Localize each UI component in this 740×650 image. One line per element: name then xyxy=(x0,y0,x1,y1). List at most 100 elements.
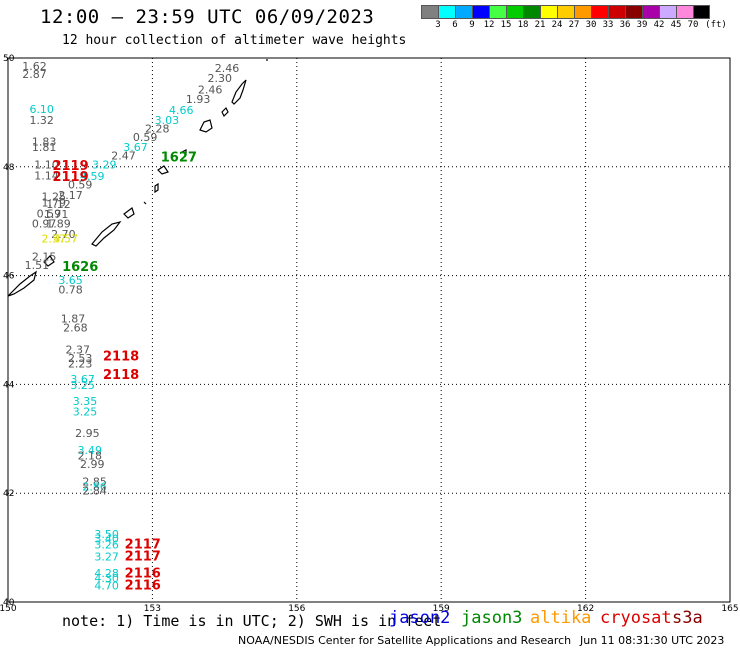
pass-time-label: 2117 xyxy=(125,538,161,553)
x-tick-label: 156 xyxy=(288,604,305,614)
legend-label: 18 xyxy=(517,20,529,30)
legend-label: 12 xyxy=(483,20,495,30)
legend-label: 15 xyxy=(500,20,512,30)
pass-time-label: 2117 xyxy=(125,550,161,565)
pass-time-label: 2118 xyxy=(103,368,139,383)
wave-height-value: 4.59 xyxy=(80,170,105,183)
wave-height-value: 2.46 xyxy=(198,83,223,96)
pass-time-label: 1626 xyxy=(62,260,98,275)
wave-height-value: 0.59 xyxy=(133,131,158,144)
legend-swatch xyxy=(540,5,557,19)
wave-height-value: 3.67 xyxy=(123,141,148,154)
island-small-1 xyxy=(154,182,159,194)
legend-swatch xyxy=(455,5,472,19)
satellite-cryosat-label: cryosat xyxy=(600,608,672,628)
wave-height-value: 3.25 xyxy=(70,379,95,392)
page-subtitle: 12 hour collection of altimeter wave hei… xyxy=(62,33,407,48)
legend-swatch xyxy=(625,5,642,19)
page-title: 12:00 — 23:59 UTC 06/09/2023 xyxy=(40,6,375,28)
map-frame xyxy=(7,57,731,603)
legend-label: 30 xyxy=(585,20,597,30)
island-shiashkotan xyxy=(199,119,213,133)
wave-height-value: 6.10 xyxy=(29,103,54,116)
wave-height-value: 2.23 xyxy=(68,358,93,371)
wave-height-value: 2.47 xyxy=(111,150,136,163)
wave-height-value: 2.18 xyxy=(78,449,103,462)
legend-swatch xyxy=(523,5,540,19)
wave-height-value: 3.65 xyxy=(58,274,83,287)
wave-height-value: 1.83 xyxy=(32,136,57,149)
wave-height-value: 0.59 xyxy=(68,179,93,192)
wave-height-value: 1.71 xyxy=(44,208,69,221)
map-grid: 150 153 156 159 162 165 50 48 46 44 42 40 xyxy=(0,54,739,614)
coastline-kuril-islands xyxy=(7,59,268,297)
pass-time-label: 1627 xyxy=(161,150,197,165)
island-kunashir xyxy=(43,255,55,267)
wave-height-value: 3.49 xyxy=(78,444,103,457)
wave-height-value: 1.62 xyxy=(22,60,47,73)
y-tick-label: 40 xyxy=(3,598,15,608)
legend-swatch xyxy=(506,5,523,19)
wave-height-value: 1.14 xyxy=(34,169,59,182)
island-onekotan xyxy=(221,106,229,118)
satellite-s3a-label: s3a xyxy=(672,608,703,628)
x-tick-label: 159 xyxy=(433,604,450,614)
legend-swatch xyxy=(659,5,676,19)
wave-height-value: 1.32 xyxy=(29,114,54,127)
wave-height-value: 4.30 xyxy=(94,572,119,585)
wave-height-value: 4.57 xyxy=(54,232,79,245)
footer-timestamp: Jun 11 08:31:30 UTC 2023 xyxy=(580,634,725,647)
island-paramushir xyxy=(231,79,247,105)
wave-height-value: 0.97 xyxy=(32,218,57,231)
legend-swatch xyxy=(591,5,608,19)
legend-label: 21 xyxy=(534,20,546,30)
hokkaido-coast xyxy=(7,270,37,297)
wave-height-value: 2.57 xyxy=(41,232,66,245)
color-legend: 3 6 9 12 15 18 21 24 27 30 33 36 39 42 45 70 (ft) xyxy=(421,5,740,33)
pass-time-label: 2119 xyxy=(52,170,88,185)
legend-swatch xyxy=(489,5,506,19)
legend-label: 27 xyxy=(568,20,580,30)
island-matua xyxy=(180,149,187,155)
wave-height-value: 2.70 xyxy=(51,228,76,241)
wave-height-value: 3.26 xyxy=(94,539,119,552)
legend-label: 9 xyxy=(469,20,475,30)
wave-height-value: 4.66 xyxy=(169,104,194,117)
wave-height-value: 3.25 xyxy=(73,405,98,418)
wave-height-value: 2.85 xyxy=(82,476,107,489)
legend-swatch xyxy=(438,5,455,19)
legend-swatches xyxy=(421,5,740,19)
wave-height-value: 3.35 xyxy=(73,395,98,408)
legend-label: 45 xyxy=(670,20,682,30)
legend-swatch xyxy=(676,5,693,19)
wave-height-value: 2.68 xyxy=(63,322,88,335)
wave-height-value: 1.10 xyxy=(34,158,59,171)
wave-height-value: 1.25 xyxy=(41,191,66,204)
legend-swatch xyxy=(557,5,574,19)
wave-height-value: 1.81 xyxy=(32,141,57,154)
legend-unit: (ft) xyxy=(705,20,727,30)
wave-height-value: 4.70 xyxy=(94,579,119,592)
pass-time-label: 2116 xyxy=(125,578,161,593)
legend-label: 70 xyxy=(687,20,699,30)
wave-height-value: 2.86 xyxy=(82,480,107,493)
pass-time-label: 2118 xyxy=(103,349,139,364)
wave-height-value: 1.93 xyxy=(186,93,211,106)
legend-label: 3 xyxy=(435,20,441,30)
y-tick-label: 42 xyxy=(3,489,14,499)
satellite-jason3-label: jason3 xyxy=(461,608,523,628)
legend-label: 24 xyxy=(551,20,563,30)
wave-height-value: 2.99 xyxy=(80,458,105,471)
wave-height-value: 2.15 xyxy=(32,250,57,263)
legend-swatch xyxy=(608,5,625,19)
legend-swatch xyxy=(472,5,489,19)
satellite-jason2-label: jason2 xyxy=(389,608,451,628)
footer-credit: NOAA/NESDIS Center for Satellite Applica… xyxy=(238,634,572,647)
wave-height-value: 2.30 xyxy=(208,72,233,85)
legend-label: 6 xyxy=(452,20,458,30)
y-tick-label: 44 xyxy=(3,380,15,390)
wave-height-value: 3.50 xyxy=(94,528,119,541)
y-tick-label: 48 xyxy=(3,163,15,173)
